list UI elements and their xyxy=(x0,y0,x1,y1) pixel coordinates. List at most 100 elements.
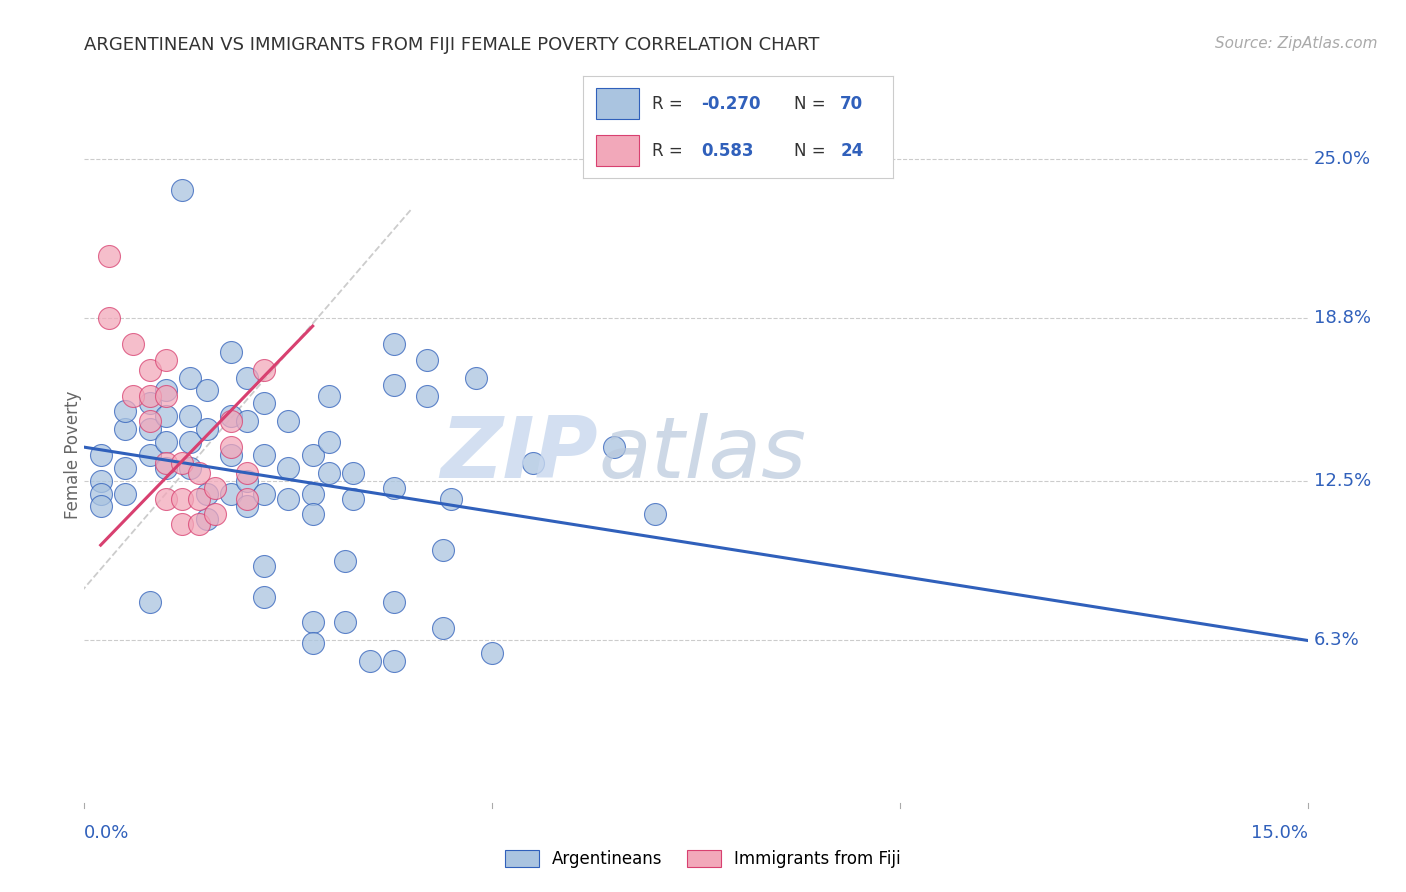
Point xyxy=(172,491,194,506)
Point xyxy=(122,337,145,351)
Point xyxy=(318,466,340,480)
Point xyxy=(382,378,405,392)
Point xyxy=(335,615,357,630)
Point xyxy=(416,389,439,403)
Point xyxy=(138,448,160,462)
Point xyxy=(138,414,160,428)
Point xyxy=(219,344,242,359)
Point xyxy=(187,491,209,506)
Point xyxy=(195,384,218,398)
Point xyxy=(440,491,463,506)
Point xyxy=(301,636,323,650)
Point xyxy=(432,621,454,635)
Point xyxy=(301,448,323,462)
Point xyxy=(277,460,299,475)
Text: R =: R = xyxy=(651,95,688,112)
FancyBboxPatch shape xyxy=(596,136,640,166)
Point xyxy=(179,409,201,424)
Point xyxy=(172,456,194,470)
Text: 12.5%: 12.5% xyxy=(1313,472,1371,490)
Point xyxy=(155,460,177,475)
Point xyxy=(155,435,177,450)
Point xyxy=(179,370,201,384)
Point xyxy=(277,414,299,428)
Point xyxy=(301,507,323,521)
Point xyxy=(382,654,405,668)
Point xyxy=(195,422,218,436)
Point xyxy=(90,474,112,488)
Point xyxy=(236,466,259,480)
Point xyxy=(382,595,405,609)
FancyBboxPatch shape xyxy=(596,88,640,119)
Point xyxy=(416,352,439,367)
Point xyxy=(90,486,112,500)
Text: atlas: atlas xyxy=(598,413,806,497)
Text: Source: ZipAtlas.com: Source: ZipAtlas.com xyxy=(1215,36,1378,51)
Point xyxy=(603,440,626,454)
Text: 24: 24 xyxy=(841,142,863,160)
Point xyxy=(301,486,323,500)
Point xyxy=(382,337,405,351)
Point xyxy=(253,486,276,500)
Point xyxy=(481,646,503,660)
Point xyxy=(236,474,259,488)
Point xyxy=(219,409,242,424)
Point xyxy=(253,590,276,604)
Point xyxy=(318,389,340,403)
Text: 18.8%: 18.8% xyxy=(1313,310,1371,327)
Point xyxy=(253,396,276,410)
Point xyxy=(155,456,177,470)
Point xyxy=(195,512,218,526)
Point xyxy=(155,389,177,403)
Point xyxy=(432,543,454,558)
Text: ARGENTINEAN VS IMMIGRANTS FROM FIJI FEMALE POVERTY CORRELATION CHART: ARGENTINEAN VS IMMIGRANTS FROM FIJI FEMA… xyxy=(84,36,820,54)
Point xyxy=(114,486,136,500)
Point xyxy=(187,517,209,532)
Text: 6.3%: 6.3% xyxy=(1313,632,1360,649)
Point xyxy=(138,396,160,410)
Point xyxy=(179,460,201,475)
Point xyxy=(253,448,276,462)
Text: N =: N = xyxy=(794,95,831,112)
Point xyxy=(195,486,218,500)
Point xyxy=(318,435,340,450)
Text: 15.0%: 15.0% xyxy=(1250,823,1308,842)
Text: 25.0%: 25.0% xyxy=(1313,150,1371,168)
Text: R =: R = xyxy=(651,142,682,160)
Point xyxy=(138,422,160,436)
Y-axis label: Female Poverty: Female Poverty xyxy=(65,391,82,519)
Point xyxy=(138,363,160,377)
Point xyxy=(644,507,666,521)
Point xyxy=(138,389,160,403)
Point xyxy=(219,448,242,462)
Point xyxy=(335,553,357,567)
Point xyxy=(155,409,177,424)
Text: ZIP: ZIP xyxy=(440,413,598,497)
Point xyxy=(138,595,160,609)
Point xyxy=(277,491,299,506)
Text: 70: 70 xyxy=(841,95,863,112)
Point xyxy=(253,558,276,573)
Point xyxy=(97,250,120,264)
Point xyxy=(114,460,136,475)
Text: 0.0%: 0.0% xyxy=(84,823,129,842)
Point xyxy=(219,440,242,454)
Point xyxy=(155,384,177,398)
Point xyxy=(342,466,364,480)
Point xyxy=(253,363,276,377)
Point xyxy=(90,500,112,514)
Point xyxy=(114,404,136,418)
Point xyxy=(97,311,120,326)
Point xyxy=(204,482,226,496)
Point xyxy=(382,482,405,496)
Point xyxy=(204,507,226,521)
Point xyxy=(464,370,486,384)
Point xyxy=(114,422,136,436)
Text: 0.583: 0.583 xyxy=(702,142,754,160)
Point xyxy=(301,615,323,630)
Point xyxy=(122,389,145,403)
Point xyxy=(236,491,259,506)
Point xyxy=(187,466,209,480)
Point xyxy=(236,500,259,514)
Point xyxy=(219,486,242,500)
